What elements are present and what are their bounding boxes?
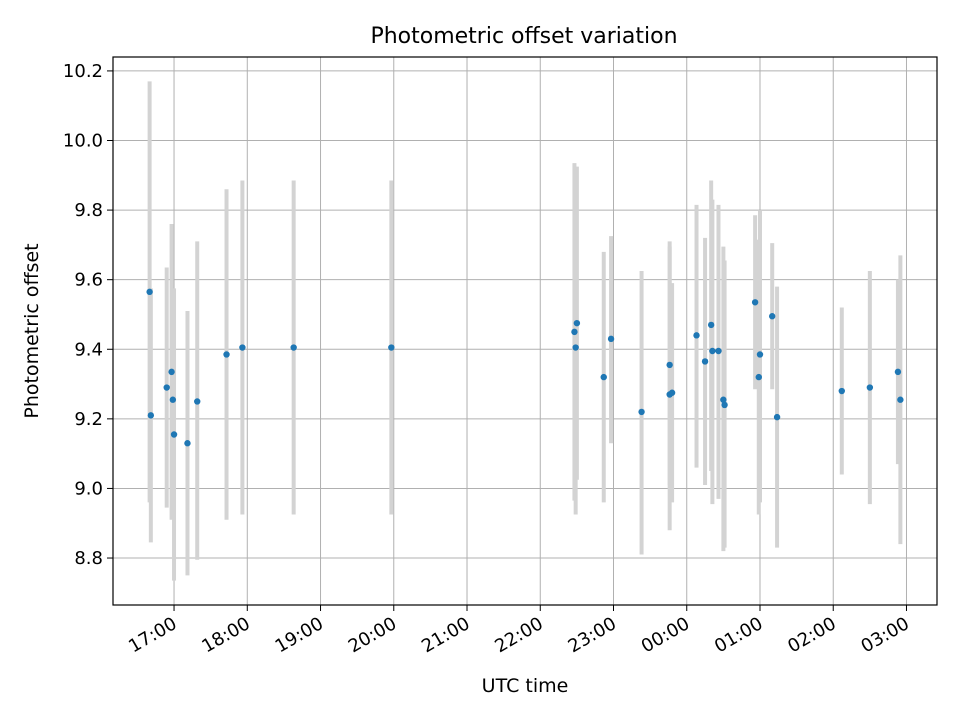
y-tick-label: 10.0 <box>63 131 103 152</box>
chart-title: Photometric offset variation <box>370 24 677 49</box>
data-point <box>897 396 904 403</box>
data-point <box>223 351 230 358</box>
data-point <box>715 347 722 355</box>
y-tick-label: 9.2 <box>74 409 103 430</box>
plot-frame <box>112 56 938 606</box>
data-point <box>169 396 177 403</box>
data-point <box>707 321 715 329</box>
data-point <box>147 412 155 419</box>
data-point <box>709 347 716 355</box>
y-tick-label: 9.4 <box>74 339 103 360</box>
data-point <box>170 431 178 438</box>
data-point <box>666 361 673 369</box>
data-point <box>600 373 607 381</box>
data-points <box>146 288 904 447</box>
data-point <box>573 319 581 327</box>
y-tick-label: 10.2 <box>63 61 103 82</box>
data-point <box>701 358 709 365</box>
data-point <box>194 398 201 405</box>
data-point <box>894 368 902 376</box>
data-point <box>773 413 781 421</box>
data-point <box>638 408 645 416</box>
data-point <box>572 344 579 351</box>
y-tick-label: 9.8 <box>74 200 103 221</box>
data-point <box>239 344 246 351</box>
data-point <box>290 344 297 351</box>
data-point <box>838 387 845 395</box>
data-point <box>571 328 578 336</box>
data-point <box>751 299 759 306</box>
data-point <box>693 332 700 339</box>
data-point <box>146 288 153 296</box>
y-axis: 8.8 9.0 9.2 9.4 9.6 9.8 10.0 10.2 <box>63 61 113 569</box>
data-point <box>721 401 728 409</box>
y-tick-label: 8.8 <box>74 548 103 569</box>
data-point <box>388 344 395 351</box>
grid <box>113 57 937 605</box>
data-point <box>184 440 191 447</box>
y-tick-label: 9.0 <box>74 478 103 499</box>
data-point <box>755 373 762 381</box>
data-point <box>866 384 874 391</box>
data-point <box>607 335 615 343</box>
y-tick-label: 9.6 <box>74 270 103 291</box>
data-point <box>769 313 776 320</box>
x-axis-label: UTC time <box>482 675 569 697</box>
data-point <box>163 384 170 391</box>
y-axis-label: Photometric offset <box>21 243 43 418</box>
data-point <box>756 351 764 358</box>
data-point <box>720 396 727 403</box>
data-point <box>668 389 676 396</box>
data-point <box>168 368 175 376</box>
